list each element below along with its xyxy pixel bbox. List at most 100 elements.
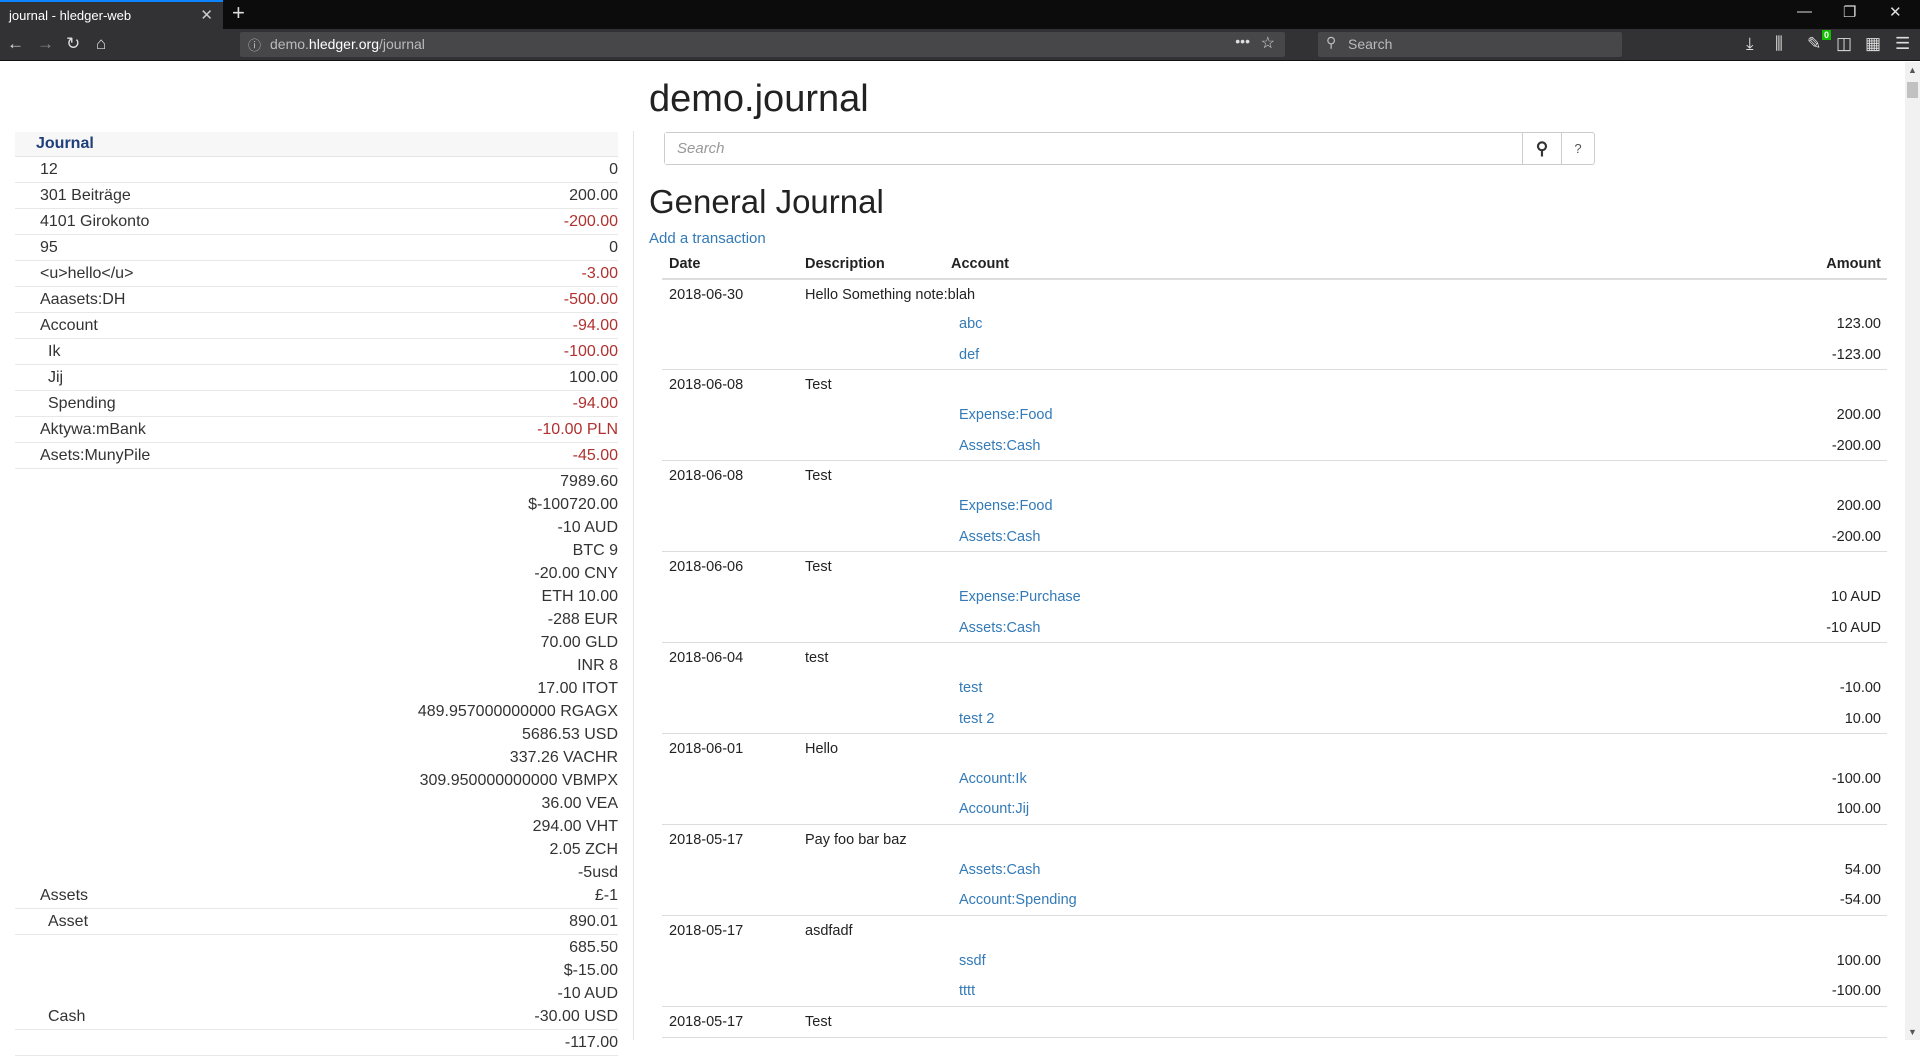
sidebar-account-row[interactable]: Cash 685.50 $-15.00 -10 AUD -30.00 USD [15,935,618,1030]
extension-icon[interactable]: ✎ [1807,34,1822,53]
new-tab-icon[interactable]: + [232,0,245,25]
account-balance: 685.50 $-15.00 -10 AUD -30.00 USD [534,936,618,1028]
help-button[interactable]: ? [1561,133,1594,164]
account-name[interactable]: Assets [40,887,89,904]
posting-account-link[interactable]: Account:Spending [944,885,1585,917]
sidebar-account-row[interactable]: Account -94.00 [15,313,618,339]
scroll-thumb[interactable] [1907,82,1918,98]
transaction-row[interactable]: 2018-05-17 Pay foo bar baz [662,825,1887,855]
sidebar-account-row[interactable]: <u>hello</u> -3.00 [15,261,618,287]
balance-amount: $-100720.00 [528,496,618,513]
posting-row: Expense:Food 200.00 [662,491,1887,521]
close-icon[interactable]: ✕ [200,7,213,24]
sidebar-account-row[interactable]: Ik -100.00 [15,339,618,365]
menu-icon[interactable]: ☰ [1895,34,1911,53]
home-icon[interactable]: ⌂ [96,34,107,53]
transaction-row[interactable]: 2018-06-01 Hello [662,734,1887,764]
posting-amount: -54.00 [1584,885,1887,917]
transaction-row[interactable]: 2018-05-17 Test [662,1006,1887,1038]
sidebar-icon[interactable]: ◫ [1836,34,1853,53]
account-name[interactable]: Aaasets:DH [40,291,126,308]
posting-account-link[interactable]: Assets:Cash [944,430,1585,462]
empty-cell [662,582,798,612]
sidebar-journal-link[interactable]: Journal [15,132,618,157]
forward-icon[interactable]: → [37,34,54,53]
account-name[interactable]: Ik [48,343,61,360]
account-name[interactable]: Jij [48,369,64,386]
browser-tab[interactable]: journal - hledger-web ✕ [0,0,223,29]
sidebar-account-row[interactable]: 95 0 [15,235,618,261]
bookmark-star-icon[interactable]: ☆ [1260,35,1275,52]
back-icon[interactable]: ← [7,34,24,53]
download-icon[interactable]: ⤓ [1746,34,1754,53]
transaction-row[interactable]: 2018-06-06 Test [662,552,1887,582]
col-account: Account [944,250,1585,280]
account-name[interactable]: Asets:MunyPile [40,447,151,464]
posting-account-link[interactable]: tttt [944,976,1585,1008]
account-name[interactable]: 95 [40,239,58,256]
transaction-description: Test [805,559,832,576]
posting-account-link[interactable]: Assets:Cash [944,612,1585,644]
empty-cell [662,946,798,976]
posting-account-link[interactable]: test [959,680,983,697]
posting-account-link[interactable]: ssdf [959,953,986,970]
posting-account-link[interactable]: Assets:Cash [959,862,1041,879]
library-icon[interactable]: ⫼ [1775,34,1783,53]
window-close-icon[interactable]: ✕ [1889,4,1902,21]
account-name[interactable]: <u>hello</u> [40,265,134,282]
reload-icon[interactable]: ↻ [66,34,81,53]
search-button[interactable]: ⚲ [1522,133,1561,164]
transaction-description: test [805,650,829,667]
account-name[interactable]: Aktywa:mBank [40,421,146,438]
sidebar-account-row[interactable]: Aaasets:DH -500.00 [15,287,618,313]
transaction-row[interactable]: 2018-05-17 asdfadf [662,916,1887,946]
transaction-row[interactable]: 2018-06-30 Hello Something note:blah [662,279,1887,309]
posting-account-link[interactable]: Expense:Purchase [959,589,1081,606]
transaction-row[interactable]: 2018-06-04 test [662,643,1887,673]
posting-account-link[interactable]: def [944,339,1585,371]
transaction-date: 2018-06-04 [669,650,744,667]
scrollbar[interactable]: ▲ ▼ [1905,62,1920,1040]
sidebar-account-row[interactable]: Aktywa:mBank -10.00 PLN [15,417,618,443]
account-name[interactable]: Account [40,317,98,334]
add-transaction-link[interactable]: Add a transaction [649,230,766,247]
posting-account-link[interactable]: abc [959,316,983,333]
posting-account-link[interactable]: Account:Ik [959,771,1027,788]
info-icon[interactable]: ⓘ [248,38,262,53]
posting-account-link[interactable]: Expense:Food [959,498,1053,515]
transaction-row[interactable]: 2018-06-08 Test [662,370,1887,400]
web-search-box[interactable]: ⚲ Search [1318,32,1622,57]
minimize-icon[interactable]: — [1797,3,1812,20]
sidebar-account-row[interactable]: Asset 890.01 [15,909,618,935]
account-name[interactable]: Cash [48,1008,86,1025]
account-name[interactable]: 4101 Girokonto [40,213,150,230]
sidebar-account-row[interactable]: Jij 100.00 [15,365,618,391]
posting-account-link[interactable]: Assets:Cash [944,521,1585,553]
sidebar-account-row[interactable]: Asets:MunyPile -45.00 [15,443,618,469]
account-name[interactable]: 301 Beiträge [40,187,131,204]
url-bar[interactable]: ⓘ demo.hledger.org/journal ••• ☆ [240,32,1285,57]
addons-icon[interactable]: ▦ [1865,34,1882,53]
sidebar-account-row[interactable]: 12 0 [15,157,618,183]
sidebar-account-row[interactable]: 4101 Girokonto -200.00 [15,209,618,235]
account-name[interactable]: Asset [48,913,89,930]
more-icon[interactable]: ••• [1235,33,1250,49]
account-name[interactable]: 12 [40,161,58,178]
posting-account-link[interactable]: Account:Jij [944,794,1585,826]
scroll-up-icon[interactable]: ▲ [1908,65,1917,75]
search-input[interactable] [665,133,1522,164]
posting-amount: 123.00 [1836,316,1881,333]
sidebar-account-row[interactable]: Spending -94.00 [15,391,618,417]
transaction-row[interactable]: 2018-06-08 Test [662,461,1887,491]
transaction-date: 2018-06-08 [669,377,744,394]
scroll-down-icon[interactable]: ▼ [1908,1027,1917,1037]
sidebar-account-row[interactable]: 301 Beiträge 200.00 [15,183,618,209]
account-name[interactable]: Spending [48,395,116,412]
restore-icon[interactable]: ❐ [1843,4,1857,21]
posting-account-link[interactable]: test 2 [944,703,1585,735]
sidebar-account-row[interactable]: -117.00 [15,1030,618,1056]
posting-amount: -10 AUD [1584,612,1887,644]
posting-account-link[interactable]: Expense:Food [959,407,1053,424]
balance-amount: 294.00 VHT [532,818,618,835]
sidebar-account-row[interactable]: Assets 7989.60 $-100720.00 -10 AUD BTC 9 -20.… [15,469,618,909]
